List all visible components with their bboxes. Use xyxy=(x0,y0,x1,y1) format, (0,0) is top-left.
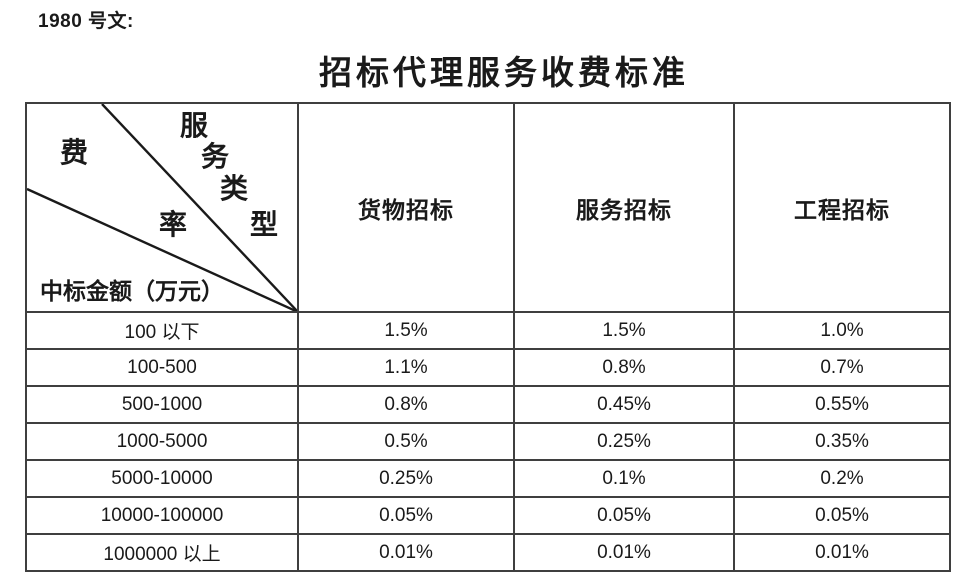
corner-amount-axis-label: 中标金额（万元） xyxy=(40,279,224,304)
table-row: 1000000 以上 0.01% 0.01% 0.01% xyxy=(25,533,951,572)
corner-fee-rate-char: 率 xyxy=(158,210,188,241)
amount-range-cell: 10000-100000 xyxy=(25,496,299,535)
table-row: 100-500 1.1% 0.8% 0.7% xyxy=(25,348,951,387)
corner-service-type-char: 服 xyxy=(179,111,209,142)
table-header-row: 费 率 服 务 类 型 中标金额（万元） 货物招标 服务招标 工程招标 xyxy=(25,102,951,313)
page-title: 招标代理服务收费标准 xyxy=(319,56,689,92)
diagonal-dividers xyxy=(28,105,296,310)
goods-rate-cell: 0.01% xyxy=(297,533,515,572)
corner-fee-rate-char: 费 xyxy=(59,138,89,169)
amount-range-cell: 1000-5000 xyxy=(25,422,299,461)
amount-range-cell: 500-1000 xyxy=(25,385,299,424)
corner-service-type-char: 务 xyxy=(200,142,230,173)
goods-rate-cell: 1.5% xyxy=(297,311,515,350)
works-rate-cell: 0.55% xyxy=(733,385,951,424)
services-rate-cell: 1.5% xyxy=(513,311,735,350)
column-header-works: 工程招标 xyxy=(733,102,951,313)
works-rate-cell: 0.7% xyxy=(733,348,951,387)
services-rate-cell: 0.8% xyxy=(513,348,735,387)
works-rate-cell: 0.2% xyxy=(733,459,951,498)
corner-service-type-char: 类 xyxy=(219,174,249,205)
doc-ref-label: 1980 号文: xyxy=(38,11,134,32)
amount-range-cell: 100-500 xyxy=(25,348,299,387)
services-rate-cell: 0.45% xyxy=(513,385,735,424)
works-rate-cell: 0.35% xyxy=(733,422,951,461)
goods-rate-cell: 0.5% xyxy=(297,422,515,461)
table-row: 10000-100000 0.05% 0.05% 0.05% xyxy=(25,496,951,535)
amount-range-cell: 1000000 以上 xyxy=(25,533,299,572)
amount-range-cell: 100 以下 xyxy=(25,311,299,350)
table-row: 5000-10000 0.25% 0.1% 0.2% xyxy=(25,459,951,498)
column-header-services: 服务招标 xyxy=(513,102,735,313)
services-rate-cell: 0.01% xyxy=(513,533,735,572)
table-corner-cell: 费 率 服 务 类 型 中标金额（万元） xyxy=(25,102,299,313)
services-rate-cell: 0.05% xyxy=(513,496,735,535)
column-header-goods: 货物招标 xyxy=(297,102,515,313)
works-rate-cell: 1.0% xyxy=(733,311,951,350)
goods-rate-cell: 0.25% xyxy=(297,459,515,498)
amount-range-cell: 5000-10000 xyxy=(25,459,299,498)
goods-rate-cell: 0.05% xyxy=(297,496,515,535)
corner-service-type-char: 型 xyxy=(249,210,279,241)
table-row: 1000-5000 0.5% 0.25% 0.35% xyxy=(25,422,951,461)
works-rate-cell: 0.05% xyxy=(733,496,951,535)
works-rate-cell: 0.01% xyxy=(733,533,951,572)
table-row: 500-1000 0.8% 0.45% 0.55% xyxy=(25,385,951,424)
goods-rate-cell: 0.8% xyxy=(297,385,515,424)
table-row: 100 以下 1.5% 1.5% 1.0% xyxy=(25,311,951,350)
diagonal-divider-lower xyxy=(28,188,296,310)
services-rate-cell: 0.1% xyxy=(513,459,735,498)
goods-rate-cell: 1.1% xyxy=(297,348,515,387)
diagonal-divider-upper xyxy=(101,105,296,310)
services-rate-cell: 0.25% xyxy=(513,422,735,461)
fee-standards-table: 费 率 服 务 类 型 中标金额（万元） 货物招标 服务招标 工程招标 100 … xyxy=(25,102,951,572)
